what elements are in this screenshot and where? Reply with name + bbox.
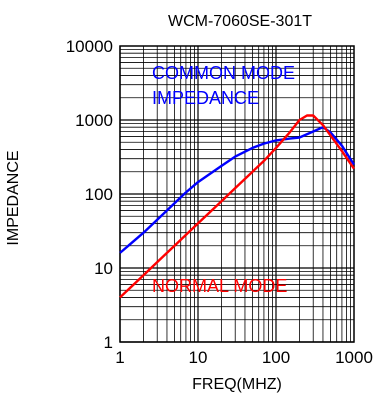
x-tick-label: 100 [262, 348, 290, 367]
y-tick-label: 1000 [75, 111, 113, 130]
y-tick-label: 10000 [66, 37, 113, 56]
x-tick-label: 1 [115, 348, 124, 367]
grid-layer [119, 45, 355, 343]
series-layer [119, 114, 356, 299]
annotation-label: NORMAL MODE [152, 276, 287, 296]
plot-frame [119, 45, 355, 343]
x-tick-label: 10 [189, 348, 208, 367]
x-axis-title: FREQ(MHZ) [192, 376, 282, 393]
series-line-normal-mode [119, 114, 355, 299]
tick-layer: 1 10 100 1000 1 10 100 1000 10000 [66, 37, 373, 367]
chart-title: WCM-7060SE-301T [168, 13, 312, 30]
series-line-common-mode [119, 125, 356, 254]
y-tick-label: 100 [85, 185, 113, 204]
y-tick-label: 1 [104, 333, 113, 352]
y-tick-label: 10 [94, 259, 113, 278]
y-axis-title: IMPEDANCE [5, 150, 22, 245]
annotation-label: IMPEDANCE [152, 88, 259, 108]
x-tick-label: 1000 [335, 348, 373, 367]
annotation-label: COMMON MODE [152, 63, 295, 83]
annotation-layer: COMMON MODE IMPEDANCE NORMAL MODE [152, 63, 295, 296]
